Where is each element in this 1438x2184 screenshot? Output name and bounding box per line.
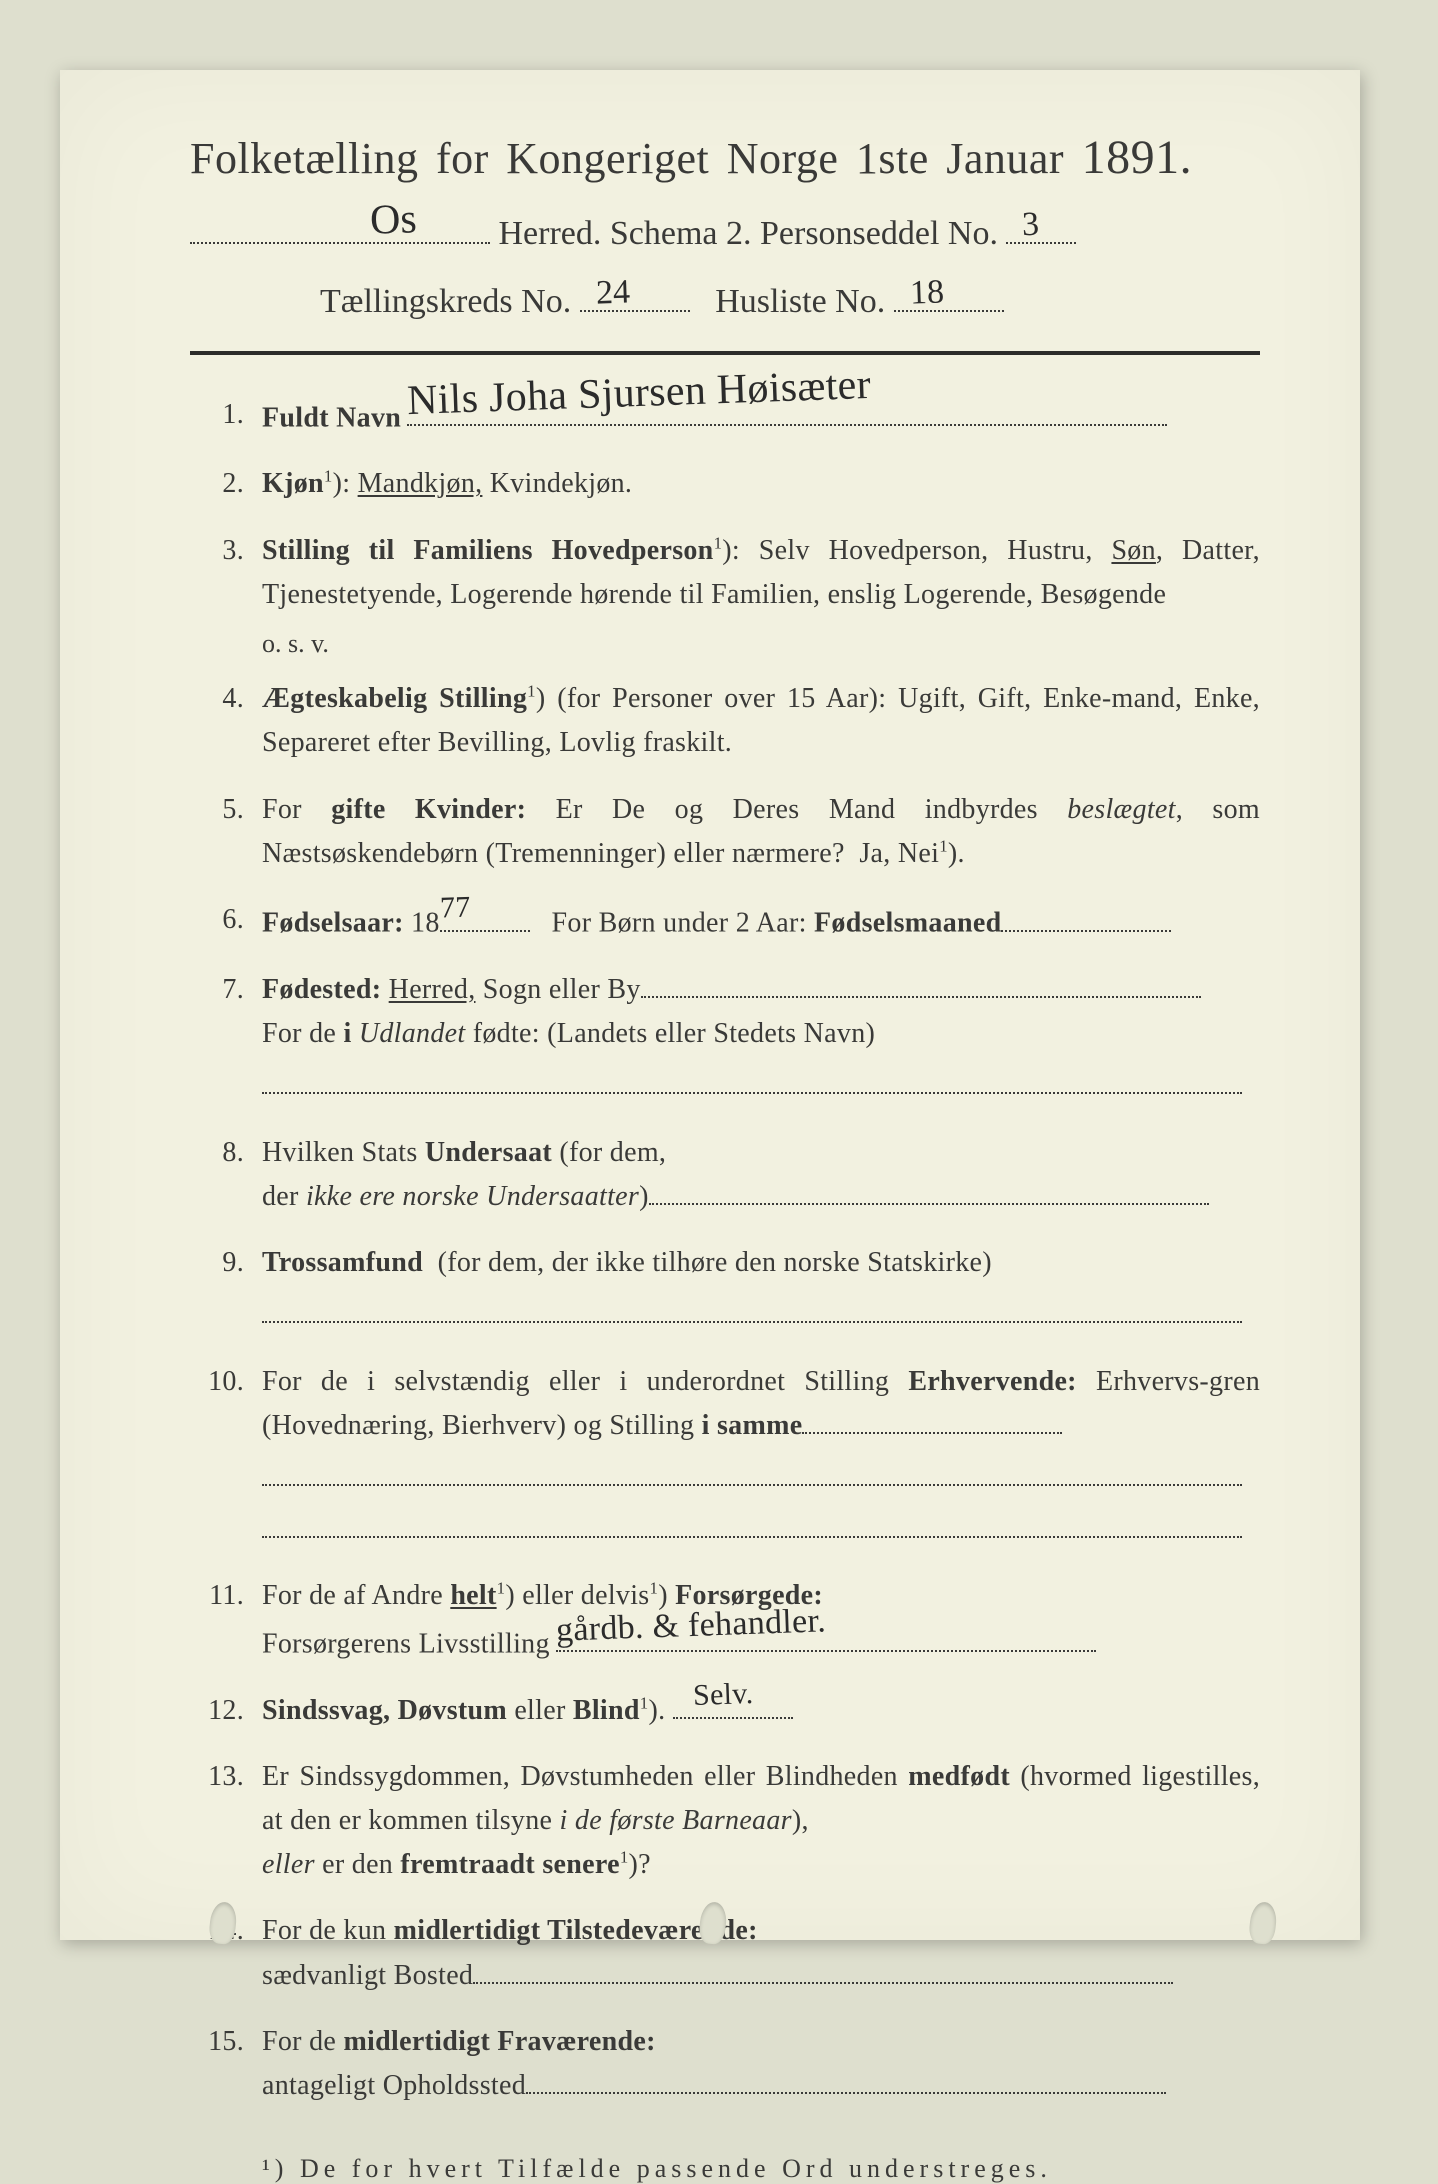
- form-item: Trossamfund (for dem, der ikke tilhøre d…: [190, 1241, 1260, 1285]
- continuation-dots: [190, 1456, 1260, 1500]
- form-item: Er Sindssygdommen, Døvstumheden eller Bl…: [190, 1755, 1260, 1888]
- husliste-hand: 18: [909, 273, 944, 312]
- continuation-dots: [190, 1293, 1260, 1337]
- divider: [190, 351, 1260, 355]
- form-item: Fuldt NavnNils Joha Sjursen Høisæter: [190, 393, 1260, 441]
- footnote: ¹) De for hvert Tilfælde passende Ord un…: [190, 2154, 1260, 2184]
- form-item: For de af Andre helt1) eller delvis1) Fo…: [190, 1574, 1260, 1666]
- kreds-line: Tællingskreds No. 24 Husliste No. 18: [320, 271, 1260, 321]
- form-item: Fødested: Herred, Sogn eller ByFor de i …: [190, 968, 1260, 1056]
- herred-hand: Os: [369, 195, 417, 245]
- form-item: Stilling til Familiens Hovedperson1): Se…: [190, 529, 1260, 617]
- census-form-page: Folketælling for Kongeriget Norge 1ste J…: [60, 70, 1360, 1940]
- personno-field: 3: [1006, 203, 1076, 244]
- form-item: Ægteskabelig Stilling1) (for Personer ov…: [190, 677, 1260, 765]
- herred-field: Os: [190, 203, 490, 244]
- husliste-field: 18: [894, 271, 1004, 312]
- form-item: Kjøn1): Mandkjøn, Kvindekjøn.: [190, 462, 1260, 506]
- continuation-dots: [190, 1508, 1260, 1552]
- form-item: Fødselsaar: 1877 For Børn under 2 Aar: F…: [190, 898, 1260, 946]
- continuation-dots: [190, 1064, 1260, 1108]
- kreds-field: 24: [580, 271, 690, 312]
- title-block: Folketælling for Kongeriget Norge 1ste J…: [190, 130, 1260, 321]
- title-text-a: Folketælling for Kongeriget Norge 1ste J…: [190, 134, 1082, 183]
- form-item: For de midlertidigt Fraværende:antagelig…: [190, 2020, 1260, 2108]
- title-year: 1891.: [1082, 131, 1193, 184]
- herred-line: Os Herred. Schema 2. Personseddel No. 3: [190, 203, 1260, 253]
- form-item: Sindssvag, Døvstum eller Blind1). Selv.: [190, 1689, 1260, 1733]
- form-item: For de i selvstændig eller i underordnet…: [190, 1360, 1260, 1448]
- husliste-pre: Husliste No.: [715, 283, 885, 320]
- personno-hand: 3: [1022, 206, 1040, 245]
- form-item: Hvilken Stats Undersaat (for dem,der ikk…: [190, 1131, 1260, 1219]
- form-item: For gifte Kvinder: Er De og Deres Mand i…: [190, 788, 1260, 876]
- title-line1: Folketælling for Kongeriget Norge 1ste J…: [190, 130, 1260, 185]
- kreds-hand: 24: [595, 273, 630, 312]
- osv: o. s. v.: [190, 629, 1260, 659]
- herred-post: Herred. Schema 2. Personseddel No.: [499, 215, 998, 252]
- form-items: Fuldt NavnNils Joha Sjursen Høisæter Kjøn…: [190, 393, 1260, 2109]
- kreds-pre: Tællingskreds No.: [320, 283, 571, 320]
